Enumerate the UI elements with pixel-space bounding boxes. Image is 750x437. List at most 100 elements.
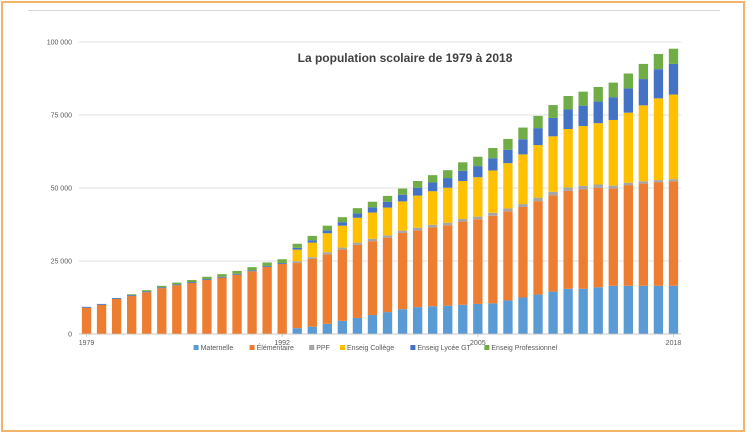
bar-segment-enseig-lyc-e-gt-2009 [533, 128, 543, 146]
bar-segment-maternelle-2003 [443, 305, 453, 334]
bar-segment-ppf-2011 [563, 187, 573, 191]
bar-segment-maternelle-2011 [563, 288, 573, 334]
bar-segment-maternelle-2004 [458, 304, 468, 334]
bar-segment-maternelle-2012 [578, 288, 588, 334]
bar-segment--l-mentaire-2007 [503, 211, 513, 301]
bar-segment--l-mentaire-1988 [217, 277, 227, 334]
bar-segment-enseig-professionnel-2012 [578, 91, 588, 106]
bar-segment-maternelle-2015 [623, 285, 633, 334]
bar-segment-enseig-lyc-e-gt-2008 [518, 139, 528, 155]
bar-segment-enseig-lyc-e-gt-1985 [172, 284, 182, 286]
bar-segment-enseig-professionnel-1992 [277, 259, 287, 264]
top-divider [28, 10, 720, 11]
bar-segment-ppf-2016 [638, 181, 649, 184]
bar-segment-ppf-2003 [443, 222, 453, 226]
bar-segment--l-mentaire-1999 [382, 237, 393, 313]
bar-segment-enseig-professionnel-2017 [653, 53, 664, 70]
legend-label: Maternelle [201, 345, 234, 352]
bar-segment-enseig-professionnel-1985 [172, 282, 182, 285]
bar-segment-maternelle-1997 [352, 317, 363, 334]
bar-segment-enseig-lyc-e-gt-2012 [578, 105, 588, 127]
bar-segment-ppf-1999 [382, 235, 393, 238]
bar-segment-ppf-2007 [503, 208, 513, 212]
legend-swatch [484, 345, 490, 350]
bar-segment--l-mentaire-1998 [367, 241, 378, 316]
bar-segment-enseig-professionnel-1990 [247, 267, 257, 271]
bar-segment-maternelle-2000 [397, 309, 408, 334]
bar-segment-enseig-lyc-e-gt-1983 [142, 291, 152, 293]
bar-segment-enseig-lyc-e-gt-1980 [96, 303, 107, 305]
bar-segment-enseig-professionnel-2008 [518, 127, 528, 140]
bar-segment-ppf-2002 [428, 224, 438, 228]
bar-segment--l-mentaire-2002 [428, 227, 438, 307]
bar-segment-enseig-professionnel-2006 [488, 147, 498, 159]
bar-segment-ppf-2017 [653, 180, 664, 183]
x-tick-label: 2005 [470, 340, 486, 347]
bar-segment-enseig-coll-ge-2004 [458, 180, 468, 219]
bar-segment-enseig-lyc-e-gt-2002 [428, 182, 438, 192]
bar-segment-enseig-professionnel-2014 [608, 82, 618, 98]
bar-segment-enseig-coll-ge-2018 [668, 94, 679, 180]
bar-segment-enseig-coll-ge-2017 [653, 98, 664, 181]
bar-segment-enseig-coll-ge-2015 [623, 112, 633, 183]
bar-segment-ppf-2006 [488, 212, 498, 216]
bar-segment-enseig-coll-ge-2011 [563, 129, 573, 188]
bar-segment-enseig-professionnel-1989 [232, 270, 242, 274]
bar-segment-enseig-lyc-e-gt-2011 [563, 109, 573, 130]
legend-swatch [410, 345, 416, 350]
bar-segment-maternelle-2005 [473, 303, 483, 334]
bar-segment-enseig-coll-ge-2014 [608, 119, 618, 186]
bar-segment--l-mentaire-2001 [412, 230, 423, 308]
bar-segment-enseig-lyc-e-gt-2003 [443, 178, 453, 188]
bar-segment-ppf-2014 [608, 185, 618, 189]
bar-segment--l-mentaire-1992 [277, 263, 287, 334]
bar-segment-enseig-lyc-e-gt-2013 [593, 101, 603, 124]
bar-segment-enseig-lyc-e-gt-2005 [473, 166, 483, 178]
bar-segment-enseig-professionnel-2015 [623, 73, 633, 89]
bar-segment-enseig-professionnel-2009 [533, 115, 543, 129]
bar-segment-enseig-lyc-e-gt-2001 [412, 187, 423, 196]
bar-segment-enseig-coll-ge-1996 [337, 225, 348, 248]
bar-segment-enseig-coll-ge-2013 [593, 123, 603, 185]
bar-segment-enseig-professionnel-2018 [668, 48, 679, 64]
bar-segment-enseig-professionnel-2013 [593, 86, 603, 102]
bar-segment-maternelle-2001 [412, 307, 423, 334]
bar-segment--l-mentaire-2016 [638, 183, 649, 286]
bar-segment-enseig-coll-ge-2000 [397, 201, 408, 231]
gridlines [79, 41, 681, 335]
bar-segment-ppf-2005 [473, 216, 483, 220]
bar-segment-enseig-lyc-e-gt-2006 [488, 158, 498, 171]
bar-segment-maternelle-1994 [307, 326, 317, 334]
bar-segment-enseig-professionnel-2005 [473, 156, 483, 167]
bar-segment-enseig-lyc-e-gt-1991 [262, 265, 272, 267]
bar-segment-ppf-2001 [412, 227, 423, 231]
bar-segment-maternelle-2006 [488, 303, 498, 334]
bar-segment-enseig-professionnel-2002 [428, 175, 438, 183]
bar-segment-enseig-lyc-e-gt-2017 [653, 69, 664, 99]
bar-segment--l-mentaire-2013 [593, 188, 603, 288]
bar-segment-maternelle-1993 [292, 328, 302, 334]
bar-segment--l-mentaire-2017 [653, 182, 664, 286]
bar-segment-enseig-coll-ge-2005 [473, 177, 483, 217]
bar-segment-ppf-2009 [533, 197, 543, 202]
bar-segment-enseig-lyc-e-gt-2000 [397, 194, 408, 202]
bar-segment--l-mentaire-1997 [352, 244, 363, 318]
legend-label: Enseig Lycée GT [417, 345, 471, 352]
bar-segment-enseig-professionnel-1982 [127, 294, 137, 296]
bar-segment--l-mentaire-1985 [172, 285, 182, 334]
bar-segment--l-mentaire-2006 [488, 215, 498, 304]
bar-segment-enseig-professionnel-1996 [337, 217, 348, 223]
y-tick-label: 50 000 [51, 186, 73, 193]
bar-segment-ppf-1995 [322, 252, 332, 255]
bar-segment-maternelle-2009 [533, 294, 543, 334]
bar-segment-maternelle-2010 [548, 291, 558, 334]
legend-label: Enseig Collège [347, 345, 394, 352]
legend-swatch [340, 345, 345, 350]
bar-segment-enseig-coll-ge-1994 [307, 242, 317, 258]
legend-swatch [309, 345, 315, 350]
bar-segment-enseig-lyc-e-gt-1990 [247, 270, 257, 272]
bar-segment-enseig-lyc-e-gt-1997 [352, 213, 363, 218]
bar-segment--l-mentaire-1979 [81, 307, 92, 334]
x-tick-label: 2018 [666, 340, 682, 347]
